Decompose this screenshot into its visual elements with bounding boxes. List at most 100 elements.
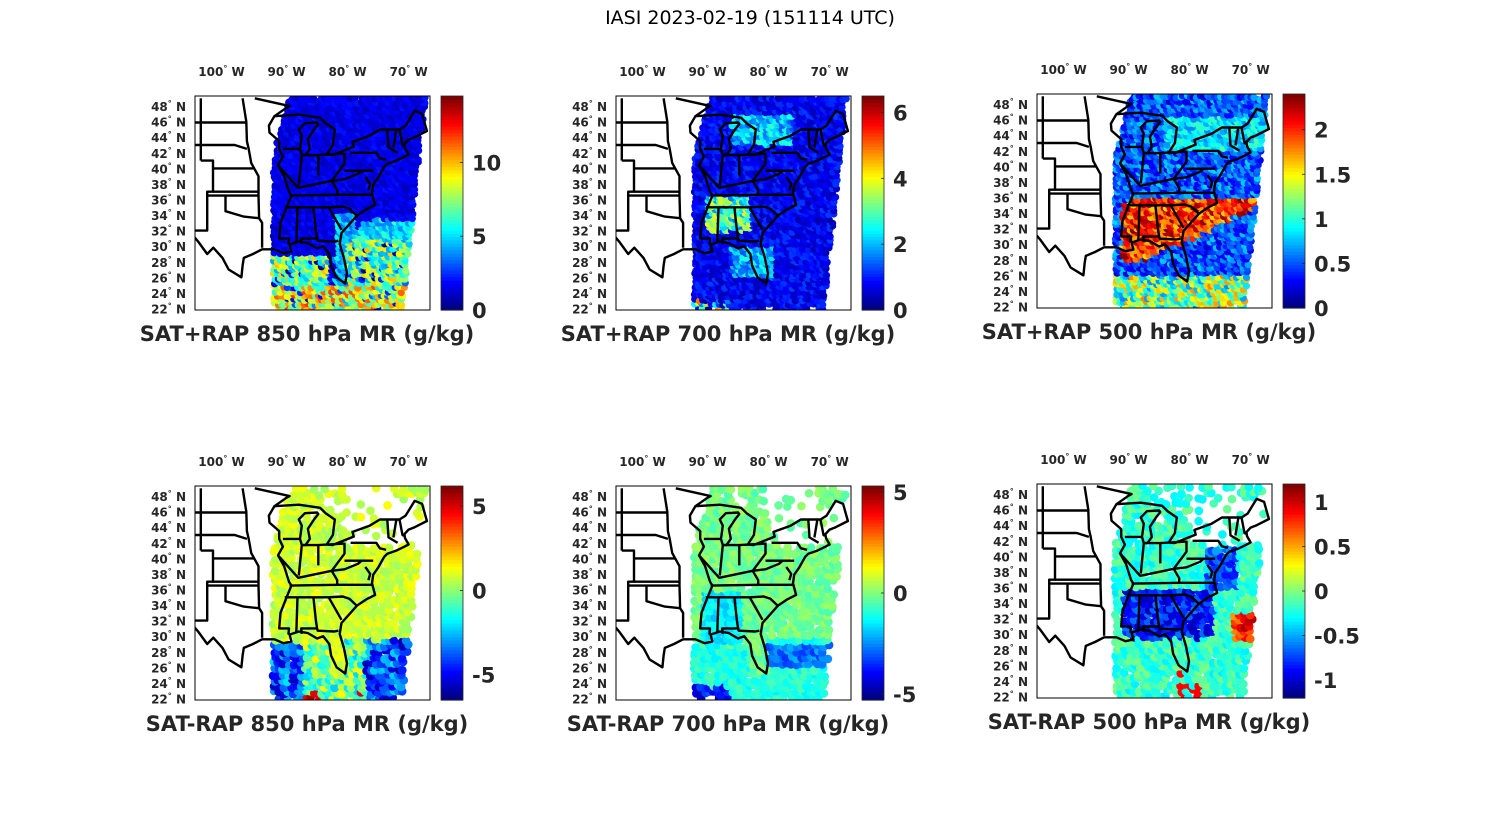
colorbar-segment [441, 296, 463, 301]
map-frame [615, 95, 852, 311]
colorbar-segment [862, 122, 884, 127]
lat-tick-label: 42° N [151, 146, 186, 161]
lat-tick-label: 44° N [151, 130, 186, 145]
state-border-line [736, 238, 760, 243]
colorbar-segment [441, 236, 463, 241]
colorbar-segment [862, 266, 884, 271]
lon-tick-label: 80° W [329, 64, 367, 79]
lat-tick-label: 30° N [572, 239, 607, 254]
colorbar-segment [441, 283, 463, 288]
state-border-line [295, 207, 299, 244]
colorbar-segment [441, 239, 463, 244]
colorbar-segment [441, 276, 463, 281]
colorbar-segment [862, 189, 884, 194]
colorbar-segment [862, 283, 884, 288]
colorbar-segment [862, 146, 884, 151]
lat-tick-label: 48° N [151, 99, 186, 114]
colorbar-segment [862, 209, 884, 214]
colorbar-segment [862, 179, 884, 184]
colorbar-segment [862, 299, 884, 304]
colorbar-segment [862, 233, 884, 238]
colorbar-segment [441, 179, 463, 184]
data-swath [1111, 94, 1271, 308]
state-border-line [710, 193, 794, 197]
colorbar-segment [441, 169, 463, 174]
colorbar-segment [441, 269, 463, 274]
colorbar-segment [862, 286, 884, 291]
colorbar-segment [441, 226, 463, 231]
state-border-line [289, 193, 373, 197]
colorbar-segment [441, 259, 463, 264]
lat-tick-label: 28° N [151, 255, 186, 270]
colorbar-segment [441, 223, 463, 227]
colorbar-segment [441, 206, 463, 211]
colorbar-segment [441, 249, 463, 254]
colorbar-segment [441, 142, 463, 147]
colorbar-segment [862, 269, 884, 274]
data-point [794, 216, 802, 224]
state-border-line [195, 97, 429, 285]
colorbar-segment [862, 229, 884, 234]
state-border-line [364, 176, 372, 191]
colorbar-segment [441, 216, 463, 221]
colorbar-segment [441, 119, 463, 124]
data-point [310, 96, 318, 104]
colorbar-segment [862, 203, 884, 207]
data-point [804, 246, 813, 254]
lat-tick-label: 26° N [572, 270, 607, 285]
colorbar-segment [862, 152, 884, 157]
data-point [398, 301, 406, 309]
panel-top-right: 100° W 90° W 80° W 70° W 48° N 46° N 44° N 42° … [962, 53, 1382, 353]
data-point [411, 185, 419, 194]
lon-tick-label: 100° W [619, 64, 665, 79]
lat-tick-label: 48° N [572, 99, 607, 114]
colorbar-segment [862, 129, 884, 134]
lat-tick-label: 40° N [572, 161, 607, 176]
colorbar-segment [441, 286, 463, 291]
lon-tick-label: 70° W [811, 64, 849, 79]
colorbar-segment [862, 156, 884, 161]
lat-tick-label: 34° N [572, 208, 607, 223]
lat-tick-label: 44° N [572, 130, 607, 145]
state-border-line [224, 195, 260, 220]
lat-tick-label: 38° N [572, 177, 607, 192]
state-border-line [616, 159, 636, 232]
colorbar-segment [862, 216, 884, 221]
colorbar-segment [441, 166, 463, 171]
figure-title: IASI 2023-02-19 (151114 UTC) [605, 7, 895, 29]
state-border-line [241, 98, 264, 248]
colorbar-tick-label: 6 [893, 101, 908, 125]
colorbar-segment [441, 136, 463, 141]
state-border-line [398, 129, 405, 147]
map-frame [194, 95, 431, 311]
colorbar-segment [862, 213, 884, 217]
colorbar-segment [862, 303, 884, 308]
lat-tick-label: 38° N [151, 177, 186, 192]
colorbar-segment [441, 192, 463, 197]
colorbar-segment [441, 116, 463, 120]
lon-tick-label: 90° W [688, 64, 726, 79]
state-borders [195, 97, 429, 285]
colorbar-segment [862, 149, 884, 154]
colorbar-segment [441, 129, 463, 134]
data-point [1244, 252, 1252, 260]
colorbar-segment [441, 263, 463, 268]
colorbar-segment [862, 226, 884, 231]
data-point [1242, 273, 1251, 282]
state-border-line [331, 169, 363, 182]
colorbar-segment [441, 162, 463, 167]
colorbar-segment [862, 132, 884, 137]
map-plot: 100° W 90° W 80° W 70° W48° N46° N44° N42° … [561, 64, 908, 346]
colorbar-segment [441, 112, 463, 117]
colorbar-segment [862, 243, 884, 248]
colorbar-segment [441, 306, 463, 311]
colorbar-tick-label: 0 [472, 299, 487, 323]
state-border-line [813, 129, 819, 148]
colorbar-segment [441, 149, 463, 154]
state-border-line [785, 176, 793, 191]
colorbar-segment [862, 199, 884, 204]
lat-tick-label: 22° N [151, 301, 186, 316]
panel-title: SAT+RAP 700 hPa MR (g/kg) [561, 322, 895, 346]
state-border-line [392, 129, 398, 148]
